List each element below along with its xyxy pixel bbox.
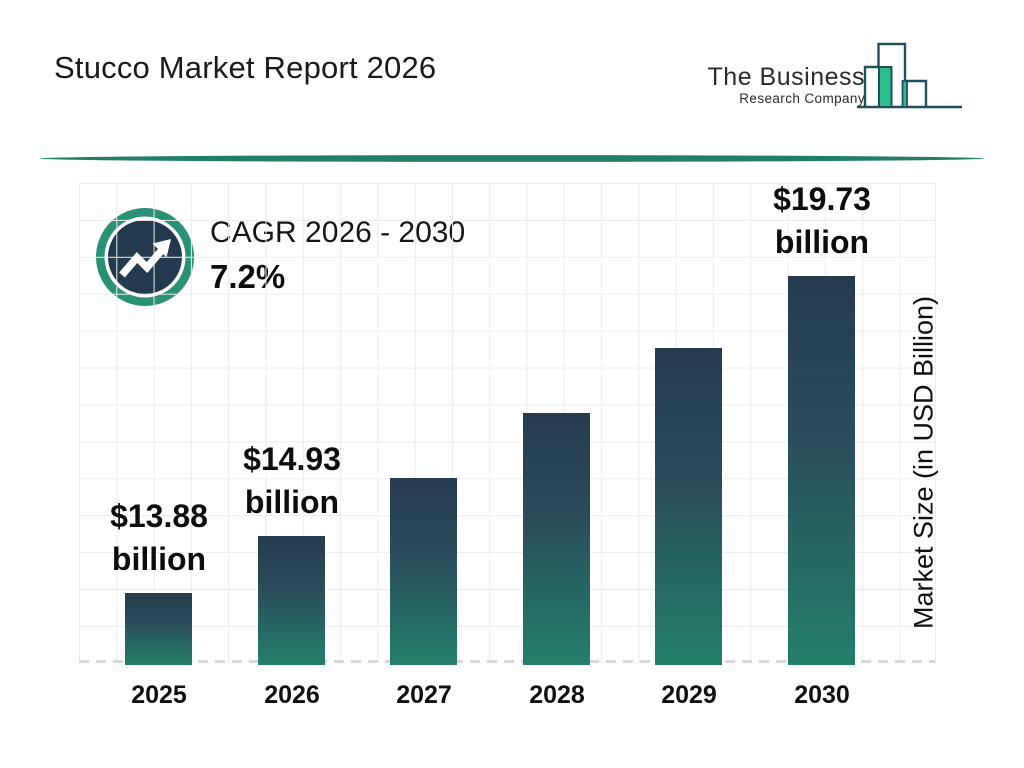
company-logo: The Business Research Company bbox=[708, 40, 964, 116]
value-amount: $13.88 bbox=[110, 498, 208, 534]
logo-name: The Business bbox=[707, 63, 865, 91]
x-tick-2030: 2030 bbox=[794, 681, 850, 709]
divider-line bbox=[40, 155, 984, 162]
skyline-bars-icon bbox=[857, 42, 962, 109]
logo-subname: Research Company bbox=[739, 91, 865, 106]
company-logo-text: The Business Research Company bbox=[695, 63, 865, 107]
value-amount: $19.73 bbox=[773, 181, 871, 217]
x-tick-2025: 2025 bbox=[131, 681, 187, 709]
x-tick-2026: 2026 bbox=[264, 681, 320, 709]
bar-2028 bbox=[523, 413, 590, 665]
x-tick-2029: 2029 bbox=[661, 681, 717, 709]
value-label-2026: $14.93 billion bbox=[172, 438, 412, 524]
bar-2027 bbox=[390, 478, 457, 665]
bar-2029 bbox=[655, 348, 722, 665]
bar-2030 bbox=[788, 276, 855, 665]
bar-2026 bbox=[258, 536, 325, 665]
value-unit: billion bbox=[774, 224, 870, 260]
x-axis-baseline bbox=[79, 660, 935, 663]
x-tick-2028: 2028 bbox=[529, 681, 585, 709]
bar-2025 bbox=[125, 593, 192, 665]
value-label-2025: $13.88 billion bbox=[39, 495, 279, 581]
x-tick-2027: 2027 bbox=[396, 681, 452, 709]
value-unit: billion bbox=[244, 484, 340, 520]
value-amount: $14.93 bbox=[243, 441, 341, 477]
y-axis-label: Market Size (in USD Billion) bbox=[908, 295, 939, 630]
value-label-2030: $19.73 billion bbox=[702, 178, 942, 264]
value-unit: billion bbox=[111, 541, 207, 577]
page-title: Stucco Market Report 2026 bbox=[54, 50, 437, 85]
